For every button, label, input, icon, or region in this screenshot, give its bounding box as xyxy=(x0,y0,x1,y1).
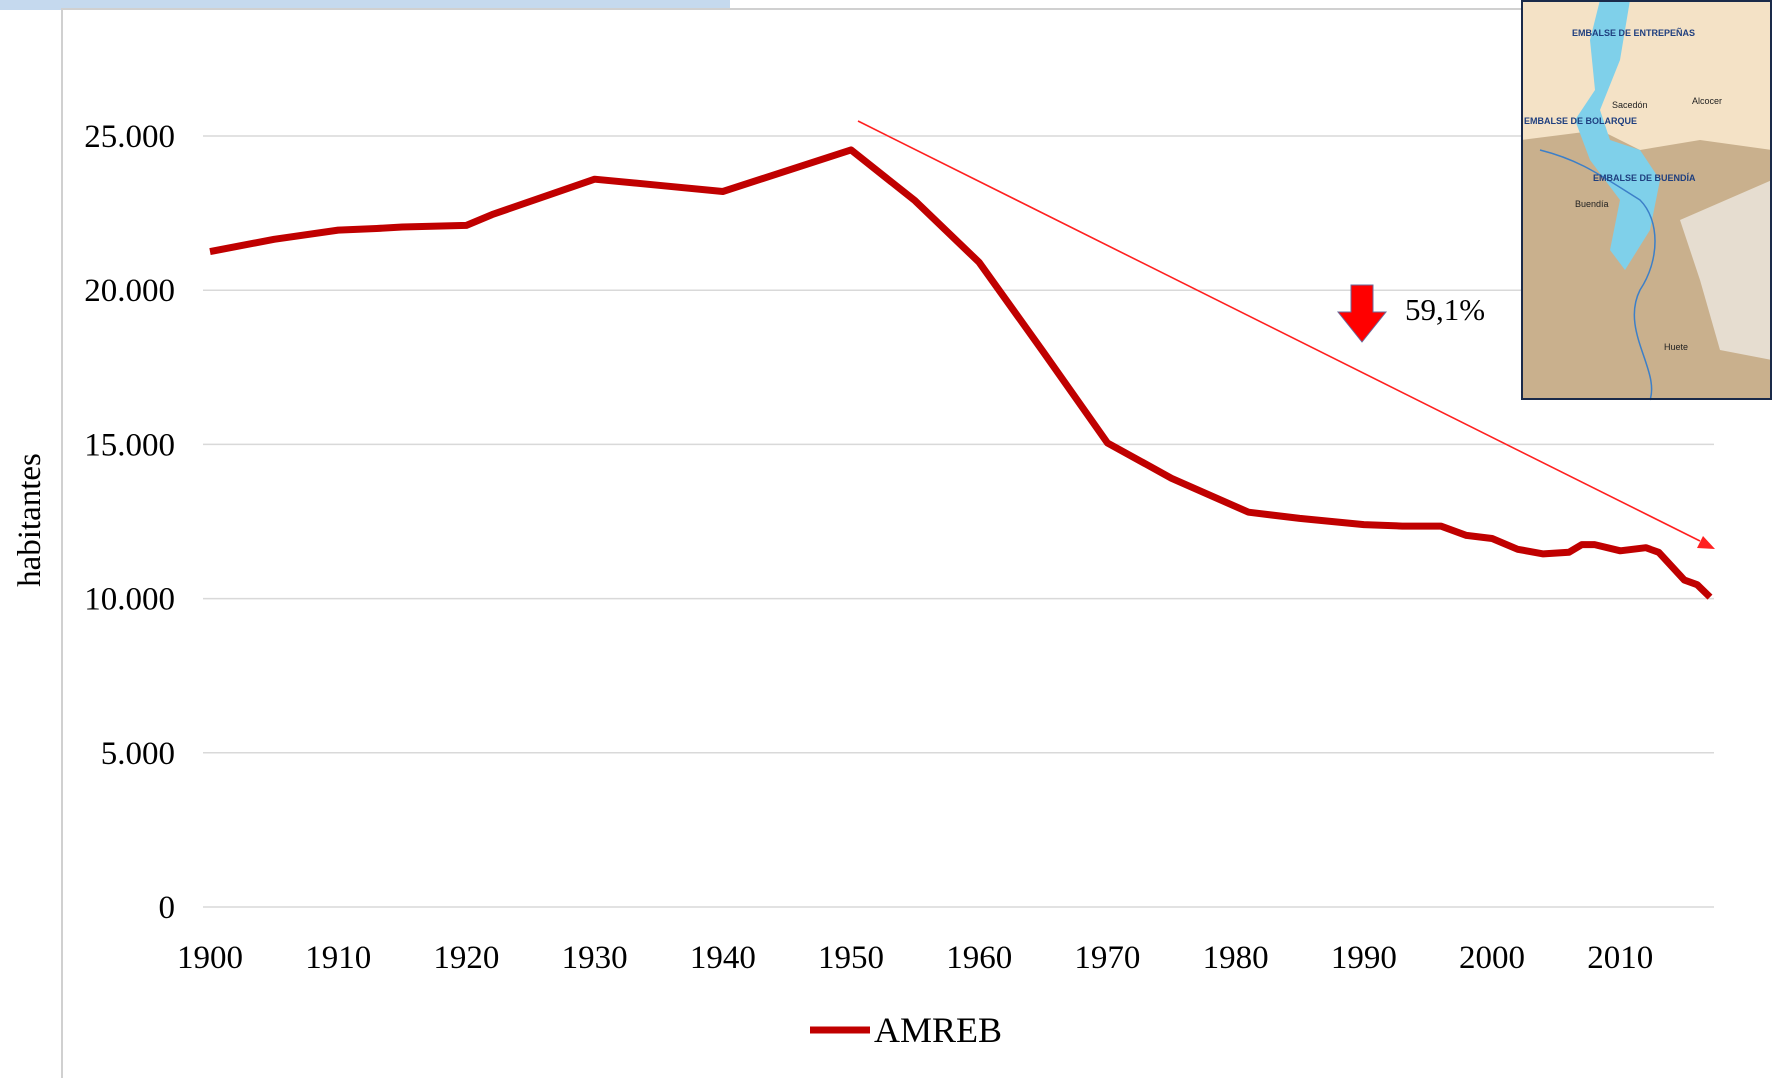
plot: 0 5.000 10.000 15.000 20.000 25.000 1900 1910 19… xyxy=(84,119,1714,976)
x-tick-label: 2000 xyxy=(1459,940,1525,976)
data-line xyxy=(209,146,1713,600)
y-tick-label: 5.000 xyxy=(101,736,175,772)
x-tick-label: 1900 xyxy=(177,940,243,976)
header-band xyxy=(0,0,730,10)
x-tick-label: 2010 xyxy=(1587,940,1653,976)
map-label: Buendía xyxy=(1575,199,1609,209)
map-label: Alcocer xyxy=(1692,96,1722,106)
x-tick-label: 1940 xyxy=(690,940,756,976)
map-label: EMBALSE DE BUENDÍA xyxy=(1593,173,1696,183)
trend-arrow xyxy=(857,120,1701,542)
map-water xyxy=(1575,0,1660,270)
y-axis-label: habitantes xyxy=(12,453,48,587)
annotation: 59,1% xyxy=(1405,292,1485,327)
y-tick-label: 15.000 xyxy=(84,427,175,463)
down-arrow-icon xyxy=(1336,284,1388,343)
map-region xyxy=(1521,130,1772,400)
legend-label: AMREB xyxy=(874,1010,1002,1050)
trend-arrowhead xyxy=(1697,536,1715,549)
x-tick-label: 1930 xyxy=(562,940,628,976)
x-tick-label: 1920 xyxy=(433,940,499,976)
x-tick-label: 1990 xyxy=(1331,940,1397,976)
x-tick-label: 1980 xyxy=(1203,940,1269,976)
map-border xyxy=(1521,0,1772,400)
x-tick-label: 1970 xyxy=(1074,940,1140,976)
x-tick-label: 1960 xyxy=(946,940,1012,976)
map-region xyxy=(1680,180,1772,360)
map-label: EMBALSE DE BOLARQUE xyxy=(1524,116,1637,126)
map-label: Sacedón xyxy=(1612,100,1648,110)
x-tick-label: 1910 xyxy=(305,940,371,976)
map-label: EMBALSE DE ENTREPEÑAS xyxy=(1572,28,1695,38)
y-tick-label: 20.000 xyxy=(84,273,175,309)
y-tick-label: 10.000 xyxy=(84,582,175,618)
map-label: Huete xyxy=(1664,342,1688,352)
y-tick-label: 25.000 xyxy=(84,119,175,155)
map-river xyxy=(1539,149,1656,401)
y-tick-label: 0 xyxy=(159,890,176,926)
map-inset: EMBALSE DE ENTREPEÑAS EMBALSE DE BOLARQU… xyxy=(1521,0,1772,401)
x-tick-label: 1950 xyxy=(818,940,884,976)
